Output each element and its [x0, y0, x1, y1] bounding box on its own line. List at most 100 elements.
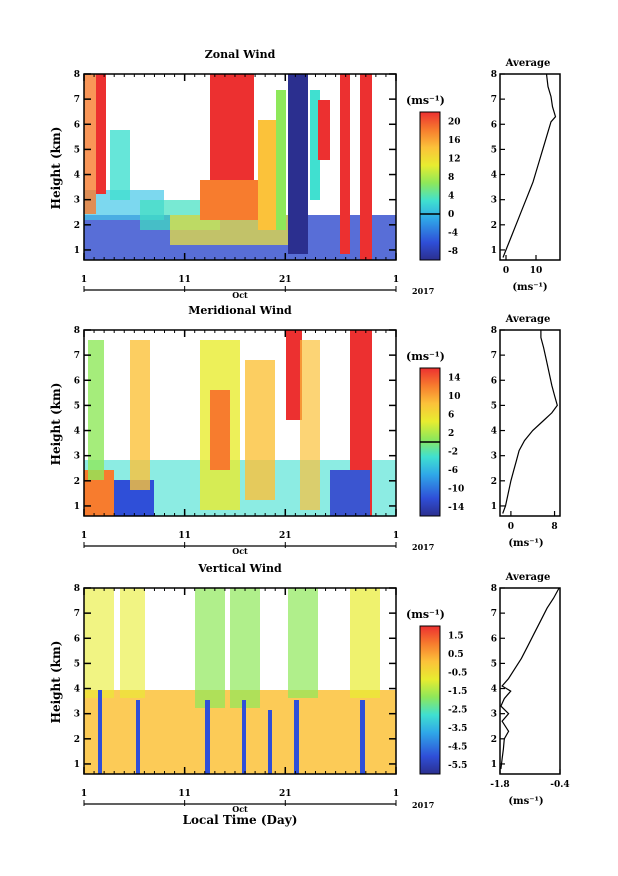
field-patch [205, 700, 210, 774]
field-patch [318, 100, 330, 160]
avg-y-tick-label: 6 [491, 120, 497, 130]
colorbar-unit: (ms⁻¹) [406, 94, 445, 107]
colorbar-unit: (ms⁻¹) [406, 608, 445, 621]
average-x-axis: 0 10 [503, 255, 542, 276]
panel-title: Zonal Wind [205, 48, 276, 61]
year-label: 2017 [412, 286, 434, 296]
field-patch [242, 700, 246, 774]
field-patch [350, 330, 372, 516]
avg-y-tick-label: 4 [491, 171, 497, 181]
field-patch [96, 74, 106, 194]
y-tick-label: 8 [74, 584, 80, 594]
y-tick-label: 2 [74, 221, 80, 231]
plot-frame [83, 73, 397, 261]
y-tick-label: 7 [74, 351, 80, 361]
x-tick-label: 21 [279, 275, 292, 285]
y-axis-label: Height (km) [49, 127, 63, 210]
avg-y-tick-label: 2 [491, 221, 497, 231]
y-axis: 1 2 3 4 5 6 7 8 [74, 70, 396, 256]
field-patch [84, 74, 96, 214]
colorbar-tick-label: -8 [448, 247, 458, 257]
field-patch [360, 700, 365, 774]
colorbar-tick-label: -5.5 [448, 761, 467, 771]
average-xlabel: (ms⁻¹) [508, 538, 543, 549]
avg-y-tick-label: 1 [491, 760, 497, 770]
average-xlabel: (ms⁻¹) [512, 282, 547, 293]
x-axis-label: Local Time (Day) [183, 813, 298, 827]
avg-y-tick-label: 5 [491, 145, 497, 155]
field-patch [84, 588, 114, 698]
avg-x-tick-label: 0 [508, 522, 514, 532]
colorbar-tick-label: -2.5 [448, 705, 467, 715]
heatmap-field [84, 588, 396, 774]
field-patch [340, 74, 350, 254]
avg-y-tick-label: 8 [491, 326, 497, 336]
y-tick-label: 8 [74, 326, 80, 336]
y-tick-label: 5 [74, 401, 80, 411]
colorbar-tick-label: 12 [448, 154, 461, 164]
year-label: 2017 [412, 800, 434, 810]
y-tick-label: 3 [74, 710, 80, 720]
field-patch [294, 700, 299, 774]
y-tick-label: 1 [74, 502, 80, 512]
avg-x-tick-label: -0.4 [550, 780, 569, 790]
field-patch [120, 588, 145, 698]
x-tick-label: 1 [393, 531, 399, 541]
avg-y-tick-label: 2 [491, 735, 497, 745]
average-profile-line [502, 73, 557, 258]
panel-title: Vertical Wind [197, 562, 282, 575]
avg-y-tick-label: 1 [491, 246, 497, 256]
x-tick-label: 21 [279, 789, 292, 799]
field-patch [268, 710, 272, 774]
field-patch [110, 130, 130, 200]
average-title: Average [505, 572, 551, 583]
colorbar-tick-label: 10 [448, 392, 461, 402]
field-patch [286, 330, 302, 420]
y-tick-label: 7 [74, 95, 80, 105]
x-axis: 1 11 21 1 [81, 330, 399, 548]
x-tick-label: 1 [393, 275, 399, 285]
average-y-axis: 1 2 3 4 5 6 7 8 [491, 326, 505, 512]
field-patch [200, 180, 260, 220]
field-patch [136, 700, 140, 774]
average-y-axis: 1 2 3 4 5 6 7 8 [491, 70, 505, 256]
avg-y-tick-label: 4 [491, 685, 497, 695]
colorbar-unit: (ms⁻¹) [406, 350, 445, 363]
avg-x-tick-label: 8 [551, 522, 557, 532]
field-patch [276, 90, 286, 230]
heatmap-field [84, 330, 396, 516]
field-patch [240, 74, 254, 184]
field-patch [195, 588, 225, 708]
y-tick-label: 6 [74, 376, 80, 386]
y-tick-label: 5 [74, 659, 80, 669]
field-patch [300, 340, 320, 510]
colorbar-tick-label: -4.5 [448, 742, 467, 752]
panel-title: Meridional Wind [188, 304, 292, 317]
y-tick-label: 3 [74, 452, 80, 462]
field-patch [130, 340, 150, 490]
x-tick-label: 1 [393, 789, 399, 799]
field-patch [330, 470, 370, 516]
y-tick-label: 2 [74, 735, 80, 745]
avg-y-tick-label: 5 [491, 401, 497, 411]
x-tick-label: 11 [178, 789, 191, 799]
plot-frame [83, 329, 397, 517]
y-tick-label: 6 [74, 120, 80, 130]
y-axis-label: Height (km) [49, 641, 63, 724]
year-label: 2017 [412, 542, 434, 552]
y-tick-label: 4 [74, 427, 80, 437]
field-patch [310, 90, 320, 200]
avg-y-tick-label: 1 [491, 502, 497, 512]
avg-y-tick-label: 6 [491, 634, 497, 644]
colorbar-tick-label: -4 [448, 228, 458, 238]
colorbar-tick-label: 1.5 [448, 631, 464, 641]
x-tick-label: 11 [178, 531, 191, 541]
avg-x-tick-label: -1.8 [490, 780, 509, 790]
x-tick-label: 1 [81, 275, 87, 285]
y-tick-label: 1 [74, 760, 80, 770]
average-profile-line [500, 587, 560, 770]
